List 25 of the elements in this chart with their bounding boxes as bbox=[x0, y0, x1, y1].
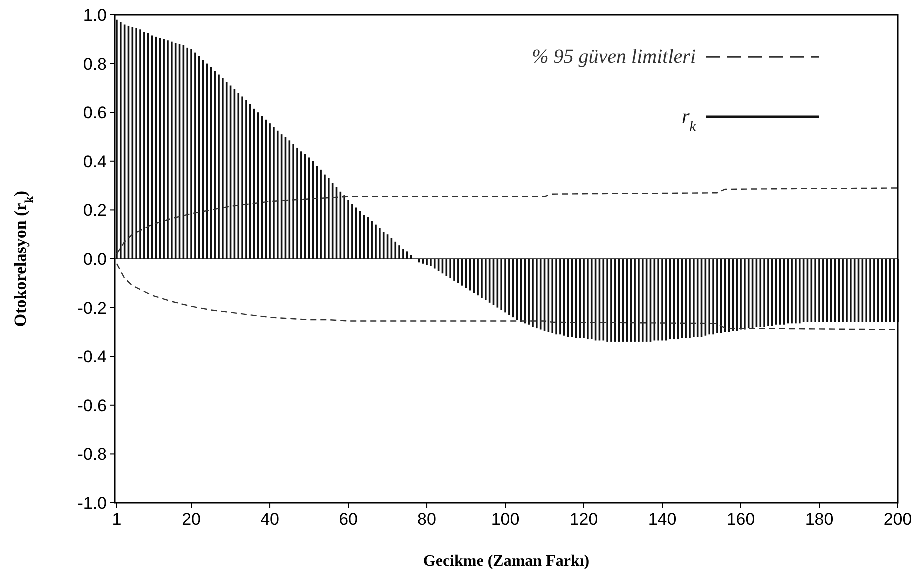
y-tick-label: 0.6 bbox=[83, 104, 107, 123]
x-tick-label: 180 bbox=[805, 510, 834, 529]
y-tick-label: 0.2 bbox=[83, 201, 107, 220]
y-tick-label: 0.0 bbox=[83, 250, 107, 269]
x-axis-title: Gecikme (Zaman Farkı) bbox=[423, 553, 590, 570]
x-tick-label: 120 bbox=[570, 510, 598, 529]
y-tick-label: 0.8 bbox=[83, 54, 107, 74]
x-tick-label: 40 bbox=[260, 510, 280, 529]
x-tick-label: 140 bbox=[648, 510, 677, 529]
y-tick-label: -0.2 bbox=[78, 298, 107, 318]
y-tick-label: -0.4 bbox=[78, 348, 107, 367]
x-tick-label: 80 bbox=[418, 510, 436, 529]
x-tick-label: 1 bbox=[112, 510, 122, 529]
y-tick-label: -0.8 bbox=[78, 445, 107, 464]
y-tick-label: 0.4 bbox=[83, 152, 107, 172]
y-tick-label: -0.6 bbox=[78, 396, 107, 416]
x-tick-label: 100 bbox=[491, 510, 520, 529]
x-tick-label: 20 bbox=[182, 510, 201, 529]
legend-entry: r$_{k}$ bbox=[682, 106, 819, 134]
legend-entry: % 95 güven limitleri bbox=[532, 46, 819, 68]
x-tick-label: 60 bbox=[339, 510, 358, 529]
x-tick-label: 200 bbox=[884, 510, 912, 529]
y-tick-label: -1.0 bbox=[78, 494, 107, 513]
x-tick-label: 160 bbox=[726, 510, 756, 529]
y-tick-label: 1.0 bbox=[83, 6, 107, 25]
